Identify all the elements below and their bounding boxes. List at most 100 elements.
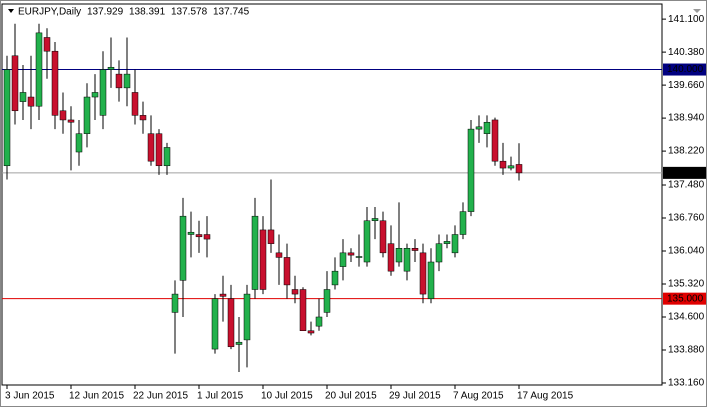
y-tick-label: 138.220 bbox=[668, 146, 705, 157]
candle-body bbox=[59, 110, 67, 121]
candle-body bbox=[203, 234, 211, 240]
candle-body bbox=[491, 119, 499, 162]
candle-body bbox=[283, 257, 291, 286]
candle-body bbox=[475, 126, 483, 130]
x-tick-label: 1 Jul 2015 bbox=[197, 391, 244, 402]
last-price-tag bbox=[663, 166, 706, 179]
candle-body bbox=[459, 211, 467, 235]
chart-title: EURJPY,Daily bbox=[18, 7, 81, 18]
candle-body bbox=[187, 231, 195, 235]
candle-body bbox=[403, 248, 411, 272]
candle-body bbox=[307, 330, 315, 334]
header-value: 138.391 bbox=[129, 7, 166, 18]
y-tick-label: 133.160 bbox=[668, 378, 705, 389]
candle-body bbox=[259, 229, 267, 290]
last-price-label: 137.745 bbox=[667, 168, 704, 179]
candle-body bbox=[91, 92, 99, 98]
level-label: 135.000 bbox=[667, 293, 704, 304]
x-tick-label: 29 Jul 2015 bbox=[389, 391, 441, 402]
y-tick-label: 134.600 bbox=[668, 312, 705, 323]
candle-body bbox=[483, 121, 491, 134]
candle-body bbox=[275, 252, 283, 258]
candle-body bbox=[331, 270, 339, 286]
candle-body bbox=[219, 293, 227, 297]
candle-body bbox=[355, 256, 363, 258]
candle-body bbox=[139, 115, 147, 121]
candle-body bbox=[75, 133, 83, 153]
candle-body bbox=[51, 50, 59, 116]
candle-body bbox=[43, 37, 51, 52]
x-tick-label: 22 Jun 2015 bbox=[133, 391, 188, 402]
y-tick-label: 139.660 bbox=[668, 80, 705, 91]
candle-body bbox=[427, 261, 435, 299]
plot-area bbox=[1, 3, 663, 386]
candle-body bbox=[443, 241, 451, 244]
candle-body bbox=[155, 133, 163, 167]
candle-body bbox=[299, 289, 307, 331]
x-tick-label: 3 Jun 2015 bbox=[5, 391, 55, 402]
candle-body bbox=[411, 248, 419, 251]
candle-body bbox=[147, 133, 155, 162]
x-tick-label: 10 Jul 2015 bbox=[261, 391, 313, 402]
y-tick-label: 137.480 bbox=[668, 180, 705, 191]
candle-body bbox=[83, 96, 91, 134]
candle-body bbox=[115, 73, 123, 89]
candle-body bbox=[515, 164, 523, 174]
x-tick-label: 12 Jun 2015 bbox=[69, 391, 124, 402]
corner-arrow bbox=[693, 9, 701, 13]
y-tick-label: 141.100 bbox=[668, 14, 705, 25]
candle-body bbox=[171, 293, 179, 313]
candle-body bbox=[435, 243, 443, 263]
candle-body bbox=[291, 289, 299, 295]
candle-body bbox=[107, 66, 115, 70]
y-tick-label: 136.040 bbox=[668, 246, 705, 257]
y-tick-label: 135.320 bbox=[668, 279, 705, 290]
candle-body bbox=[3, 69, 11, 167]
candle-body bbox=[467, 128, 475, 212]
candle-body bbox=[323, 289, 331, 313]
candle-body bbox=[19, 92, 27, 102]
candle-body bbox=[387, 243, 395, 272]
candle-body bbox=[211, 298, 219, 350]
candle-body bbox=[419, 252, 427, 295]
candle-body bbox=[123, 73, 131, 89]
y-tick-label: 136.760 bbox=[668, 213, 705, 224]
candle-body bbox=[451, 234, 459, 254]
x-tick-label: 17 Aug 2015 bbox=[517, 391, 574, 402]
x-tick-label: 20 Jul 2015 bbox=[325, 391, 377, 402]
candle-body bbox=[339, 252, 347, 267]
candle-body bbox=[379, 220, 387, 254]
candle-body bbox=[251, 215, 259, 290]
candle-body bbox=[11, 55, 19, 112]
level-tag bbox=[663, 292, 706, 305]
candle-body bbox=[507, 165, 515, 169]
candle-body bbox=[27, 96, 35, 107]
candle-body bbox=[99, 69, 107, 116]
candle-body bbox=[227, 298, 235, 348]
candle-body bbox=[499, 160, 507, 169]
y-tick-label: 140.380 bbox=[668, 47, 705, 58]
candle-body bbox=[395, 248, 403, 263]
header-arrow bbox=[8, 9, 14, 13]
header-value: 137.745 bbox=[213, 7, 250, 18]
candle-body bbox=[347, 252, 355, 256]
candle-body bbox=[179, 215, 187, 281]
candle-body bbox=[163, 147, 171, 167]
header-value: 137.929 bbox=[87, 7, 124, 18]
y-tick-label: 138.940 bbox=[668, 113, 705, 124]
candle-body bbox=[131, 92, 139, 116]
candle-body bbox=[67, 119, 75, 123]
header-value: 137.578 bbox=[171, 7, 208, 18]
candle-body bbox=[243, 293, 251, 341]
candle-body bbox=[267, 229, 275, 244]
level-label: 140.000 bbox=[667, 64, 704, 75]
y-tick-label: 133.880 bbox=[668, 345, 705, 356]
candle-body bbox=[35, 32, 43, 107]
candle-body bbox=[195, 234, 203, 238]
candle-body bbox=[235, 341, 243, 345]
candle-body bbox=[363, 220, 371, 263]
candle-body bbox=[371, 218, 379, 222]
level-tag bbox=[663, 63, 706, 76]
